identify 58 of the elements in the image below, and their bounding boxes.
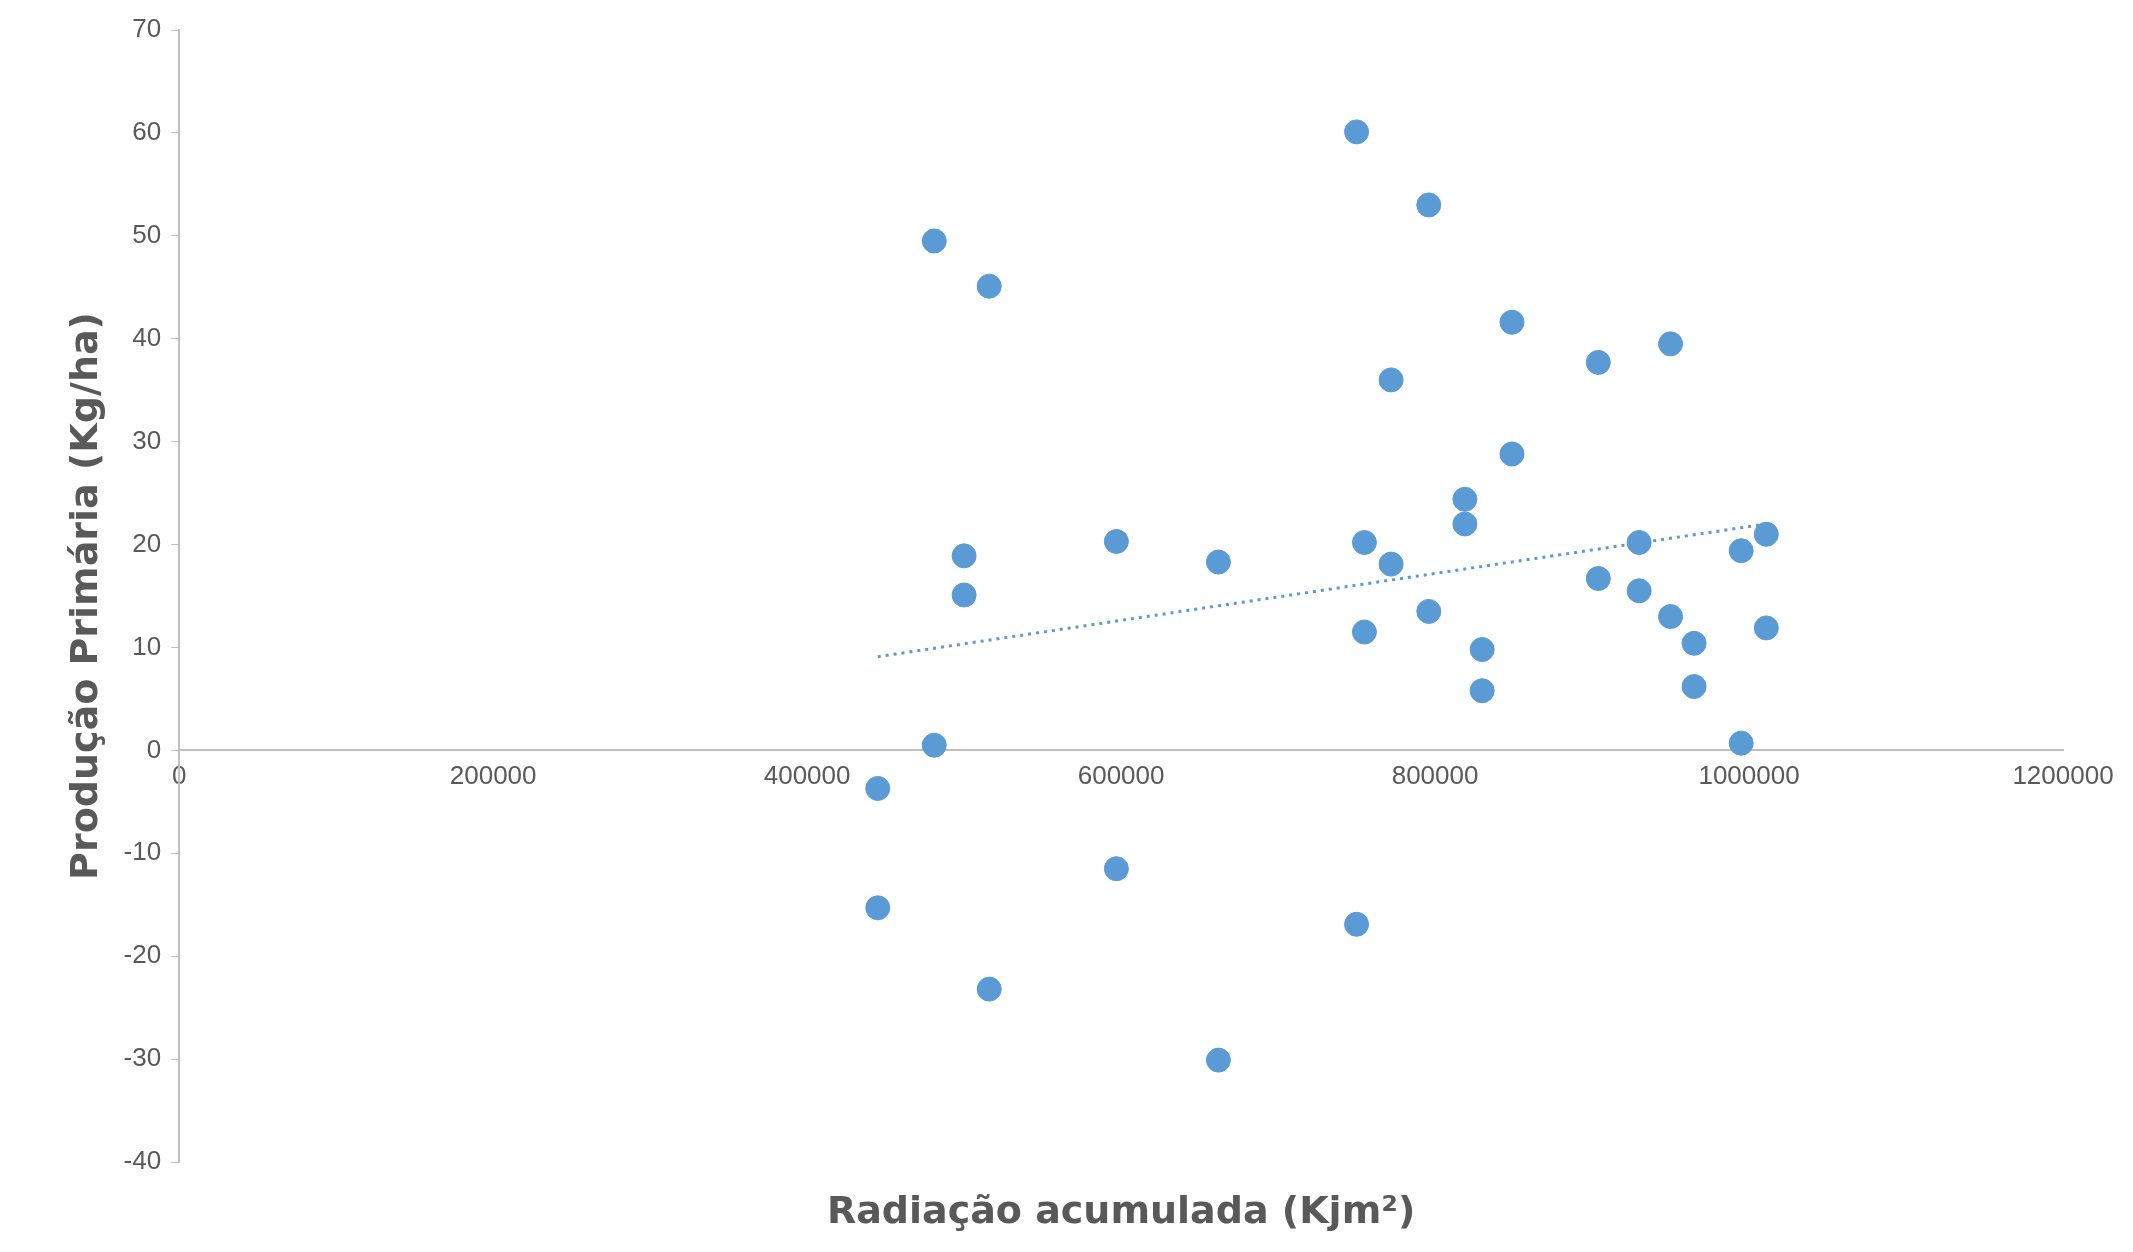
y-tick-label: -20 xyxy=(123,939,162,970)
point xyxy=(1205,549,1231,575)
point xyxy=(1452,486,1478,512)
y-tick-label: 70 xyxy=(132,13,162,44)
x-axis-title: Radiação acumulada (Kjm²) xyxy=(826,1187,1416,1232)
y-tick-label: -30 xyxy=(123,1042,162,1073)
point xyxy=(1452,511,1478,537)
point xyxy=(1658,604,1684,630)
y-tick-label: -10 xyxy=(123,836,162,867)
x-tick-label: 1000000 xyxy=(1698,760,1800,791)
point xyxy=(976,273,1002,299)
point xyxy=(1585,566,1611,592)
y-tick-label: -40 xyxy=(123,1145,162,1176)
point xyxy=(921,228,947,254)
point xyxy=(1681,630,1707,656)
y-tick-label: 50 xyxy=(132,218,162,249)
point xyxy=(1378,551,1404,577)
x-tick-label: 600000 xyxy=(1077,760,1165,791)
point xyxy=(1626,529,1652,555)
point xyxy=(976,976,1002,1002)
point xyxy=(1416,192,1442,218)
point xyxy=(1344,119,1370,145)
y-tick-label: 10 xyxy=(132,630,162,661)
point xyxy=(1351,619,1377,645)
point xyxy=(1378,367,1404,393)
point xyxy=(1728,730,1754,756)
point xyxy=(865,775,891,801)
point xyxy=(1499,441,1525,467)
point xyxy=(1753,615,1779,641)
point xyxy=(1585,349,1611,375)
y-tick-label: 60 xyxy=(132,116,162,147)
point xyxy=(1469,678,1495,704)
y-tick-label: 20 xyxy=(132,527,162,558)
point xyxy=(951,543,977,569)
point xyxy=(1499,309,1525,335)
point xyxy=(1681,674,1707,700)
point xyxy=(1103,528,1129,554)
x-tick-label: 800000 xyxy=(1391,760,1479,791)
point xyxy=(1728,538,1754,564)
point xyxy=(1103,856,1129,882)
y-tick-label: 40 xyxy=(132,321,162,352)
point xyxy=(921,732,947,758)
x-tick-label: 400000 xyxy=(763,760,851,791)
point xyxy=(1205,1047,1231,1073)
point xyxy=(1344,911,1370,937)
point xyxy=(1416,598,1442,624)
point xyxy=(951,582,977,608)
y-tick-label: 0 xyxy=(146,733,162,764)
point xyxy=(1753,521,1779,547)
point xyxy=(1469,637,1495,663)
point xyxy=(1351,529,1377,555)
y-tick-label: 30 xyxy=(132,424,162,455)
point xyxy=(1658,331,1684,357)
x-tick-label: 200000 xyxy=(449,760,537,791)
point xyxy=(1626,578,1652,604)
point xyxy=(865,895,891,921)
x-tick-label: 1200000 xyxy=(2012,760,2114,791)
y-axis-title: Produção Primária (Kg/ha) xyxy=(61,312,106,880)
